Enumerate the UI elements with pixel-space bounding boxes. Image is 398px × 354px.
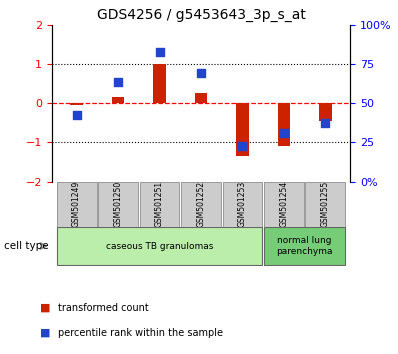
- Text: GSM501250: GSM501250: [113, 181, 123, 227]
- Title: GDS4256 / g5453643_3p_s_at: GDS4256 / g5453643_3p_s_at: [97, 8, 305, 22]
- Point: [115, 79, 121, 85]
- FancyBboxPatch shape: [181, 182, 221, 227]
- Text: GSM501249: GSM501249: [72, 181, 81, 227]
- Text: cell type: cell type: [4, 241, 49, 251]
- Bar: [70, 103, 83, 105]
- Text: GSM501253: GSM501253: [238, 181, 247, 227]
- FancyBboxPatch shape: [306, 182, 345, 227]
- Bar: [236, 103, 249, 156]
- Text: GSM501255: GSM501255: [321, 181, 330, 227]
- Bar: [195, 93, 207, 103]
- Bar: [319, 103, 332, 121]
- Text: GSM501251: GSM501251: [155, 181, 164, 227]
- Point: [74, 112, 80, 118]
- Text: percentile rank within the sample: percentile rank within the sample: [58, 328, 223, 338]
- FancyBboxPatch shape: [222, 182, 262, 227]
- FancyBboxPatch shape: [264, 182, 304, 227]
- FancyBboxPatch shape: [57, 182, 97, 227]
- Point: [198, 70, 204, 75]
- FancyBboxPatch shape: [264, 227, 345, 265]
- Point: [322, 120, 329, 126]
- Text: normal lung
parenchyma: normal lung parenchyma: [276, 236, 333, 256]
- Point: [239, 143, 246, 148]
- Bar: [278, 103, 290, 147]
- FancyBboxPatch shape: [140, 182, 179, 227]
- Bar: [112, 97, 124, 103]
- Point: [156, 50, 163, 55]
- Text: ■: ■: [40, 328, 50, 338]
- Bar: [153, 64, 166, 103]
- FancyBboxPatch shape: [98, 182, 138, 227]
- FancyBboxPatch shape: [57, 227, 262, 265]
- Text: GSM501254: GSM501254: [279, 181, 289, 227]
- Text: caseous TB granulomas: caseous TB granulomas: [106, 241, 213, 251]
- Text: GSM501252: GSM501252: [197, 181, 205, 227]
- Point: [281, 130, 287, 136]
- Text: ■: ■: [40, 303, 50, 313]
- Text: transformed count: transformed count: [58, 303, 148, 313]
